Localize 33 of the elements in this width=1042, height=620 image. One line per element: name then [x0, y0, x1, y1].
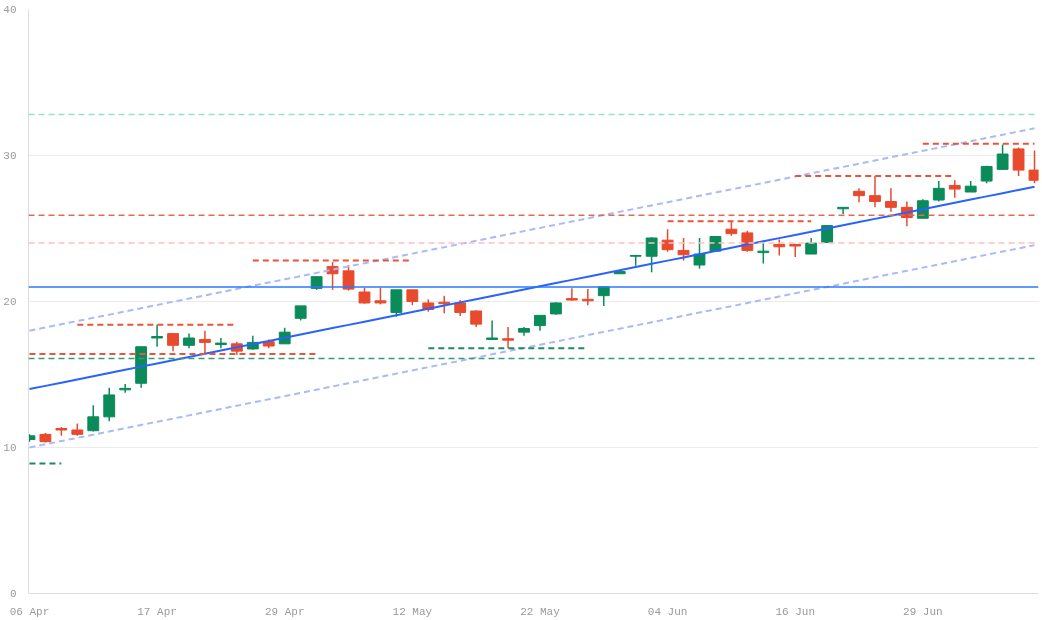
- candlestick: [103, 386, 116, 422]
- x-tick-label: 22 May: [520, 605, 561, 618]
- line-series: [28, 127, 1036, 332]
- x-tick-label: 04 Jun: [647, 605, 688, 618]
- candlestick: [645, 236, 658, 274]
- candlestick: [885, 187, 897, 213]
- candlestick: [214, 337, 227, 349]
- candlestick: [502, 326, 514, 349]
- x-tick-label: 29 Jun: [903, 605, 943, 618]
- candlestick: [342, 264, 355, 292]
- line-series: [28, 244, 1036, 449]
- candlestick: [486, 319, 499, 341]
- y-tick-label: 0: [9, 588, 17, 600]
- y-tick-label: 20: [3, 296, 17, 308]
- candlestick: [390, 289, 403, 318]
- y-tick-label: 10: [3, 442, 17, 454]
- y-tick-label: 30: [3, 150, 17, 162]
- candlestick: [1012, 146, 1025, 177]
- x-tick-label: 12 May: [392, 605, 433, 618]
- x-tick-label: 29 Apr: [264, 605, 305, 618]
- candlestick: [677, 237, 690, 262]
- candlestick: [693, 237, 706, 270]
- candlestick: [996, 143, 1009, 171]
- candlestick: [789, 243, 802, 258]
- line-series: [28, 185, 1036, 391]
- x-tick-label: 16 Jun: [775, 605, 816, 618]
- x-tick-label: 17 Apr: [137, 605, 177, 618]
- candlestick: [87, 404, 100, 433]
- x-tick-label: 06 Apr: [9, 605, 50, 618]
- candlestick: [1028, 149, 1039, 184]
- candlestick: [151, 324, 164, 348]
- candlestick: [565, 287, 578, 302]
- y-tick-label: 40: [3, 4, 17, 16]
